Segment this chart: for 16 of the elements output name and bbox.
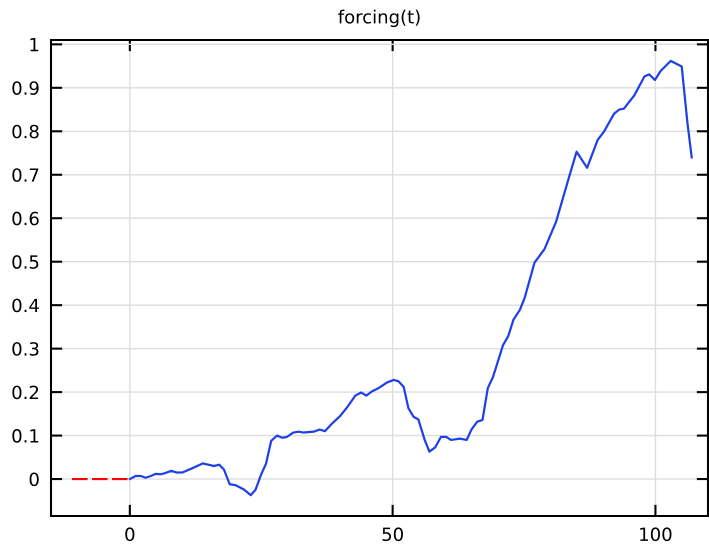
y-tick-label: 0.4 <box>12 298 39 312</box>
y-tick-label: 0.3 <box>12 342 38 356</box>
x-tick-label: 50 <box>382 527 403 542</box>
line-series <box>128 60 693 496</box>
y-tick-label: 0.2 <box>12 386 38 400</box>
x-tick-label: 100 <box>640 527 672 542</box>
x-tick-label: 0 <box>125 527 134 542</box>
chart-title: forcing(t) <box>338 10 420 28</box>
y-tick-label: 0.7 <box>12 168 38 182</box>
y-tick-label: 0 <box>30 472 39 486</box>
y-tick-label: 0.5 <box>12 255 38 269</box>
y-tick-label: 0.9 <box>12 81 39 95</box>
y-tick-label: 0.1 <box>12 429 38 443</box>
y-tick-label: 0.8 <box>12 124 39 138</box>
y-tick-label: 0.6 <box>12 212 39 226</box>
y-tick-label: 1 <box>30 38 38 52</box>
